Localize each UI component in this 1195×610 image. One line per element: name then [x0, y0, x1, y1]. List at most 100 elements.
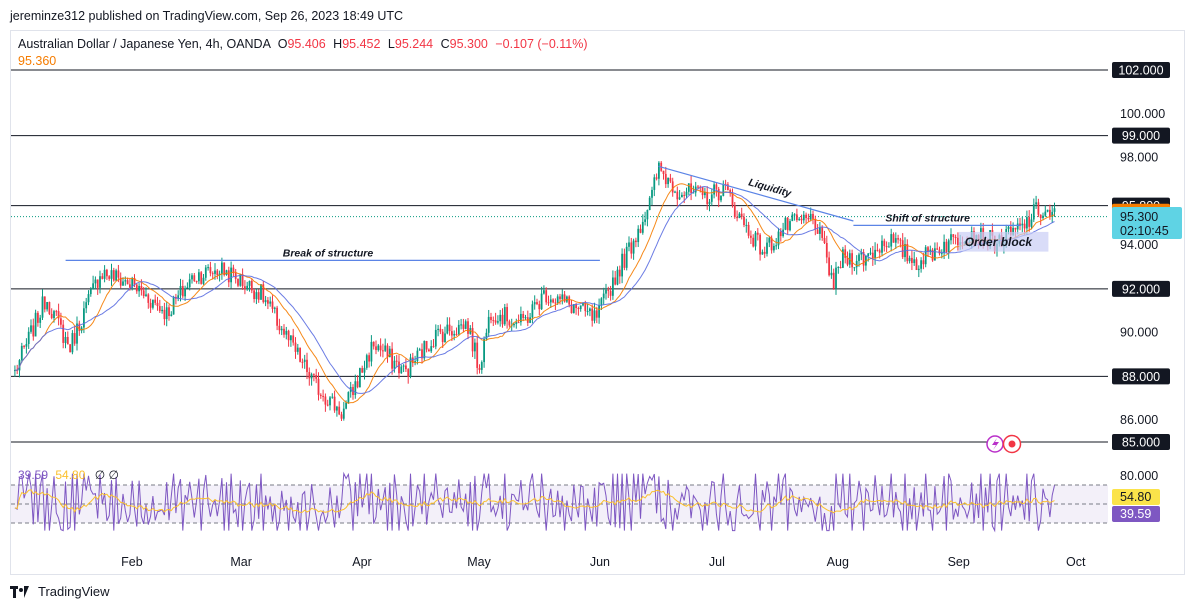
candle-body — [329, 397, 331, 406]
candle-body — [462, 324, 465, 329]
candle — [761, 249, 764, 255]
candle-body — [384, 345, 387, 351]
candle — [791, 212, 794, 222]
close-label: C — [440, 37, 450, 51]
candle-body — [428, 349, 430, 352]
candle — [915, 257, 918, 271]
candle-body — [395, 360, 398, 362]
candle — [85, 297, 88, 314]
candle-body — [943, 241, 945, 254]
candle — [476, 335, 479, 375]
candle — [430, 340, 433, 354]
candle-body — [177, 295, 180, 299]
candles — [14, 161, 1056, 422]
candle — [457, 320, 460, 336]
candle — [25, 338, 28, 354]
candle — [524, 314, 527, 321]
candle — [917, 265, 920, 278]
candle-body — [858, 254, 860, 261]
candle — [812, 210, 814, 225]
candle-body — [400, 366, 403, 374]
candle-body — [319, 394, 322, 396]
candle-body — [671, 181, 674, 193]
candle — [777, 227, 780, 250]
candle-body — [441, 331, 444, 343]
candle-body — [830, 272, 833, 276]
candle-body — [832, 272, 835, 289]
candle-body — [131, 277, 134, 288]
candle — [294, 337, 297, 359]
candle — [747, 221, 750, 239]
candle-body — [759, 234, 761, 255]
candle-body — [547, 302, 550, 304]
ma-fast-line — [14, 183, 1055, 404]
candle — [577, 306, 580, 316]
candle-body — [777, 231, 780, 246]
candle — [957, 232, 959, 251]
candle — [572, 304, 575, 314]
candle-body — [674, 191, 676, 193]
candle — [106, 268, 108, 280]
candle-body — [1007, 226, 1010, 230]
candle — [938, 246, 941, 256]
candle-body — [814, 218, 817, 230]
candle — [280, 326, 283, 336]
candle-body — [347, 392, 350, 403]
candle — [722, 180, 725, 197]
candle-body — [524, 317, 527, 319]
candle-body — [800, 218, 803, 221]
candle-body — [287, 330, 290, 341]
candle — [301, 358, 304, 369]
y-tick-label: 100.000 — [1120, 107, 1165, 121]
candle — [805, 212, 807, 224]
candle — [526, 310, 529, 327]
candle-body — [750, 235, 752, 238]
level-badge-text: 88.000 — [1122, 370, 1160, 384]
candle — [499, 309, 502, 327]
candle-body — [1028, 217, 1031, 227]
candle-body — [894, 238, 897, 243]
candle-body — [1009, 226, 1012, 235]
candle-body — [563, 294, 566, 302]
candle-body — [129, 284, 131, 288]
candle-body — [687, 183, 690, 192]
candle-body — [724, 183, 727, 185]
footer-brand[interactable]: TradingView — [10, 584, 110, 599]
candle — [628, 236, 630, 252]
candle-body — [957, 237, 959, 246]
candle-body — [333, 396, 336, 411]
level-badge: 88.000 — [1112, 368, 1170, 385]
candle — [865, 255, 867, 271]
candle-body — [784, 217, 787, 230]
candle — [575, 303, 577, 315]
rsi-value: 39.59 — [18, 468, 49, 482]
candle-body — [48, 302, 51, 314]
level-badge: 102.000 — [1112, 62, 1170, 78]
candle — [101, 273, 104, 280]
candle — [354, 374, 357, 399]
candle — [685, 187, 688, 199]
candle — [57, 303, 60, 326]
candle-body — [559, 296, 561, 300]
candle-body — [862, 252, 865, 266]
candle — [506, 303, 508, 329]
candle — [793, 213, 796, 221]
alert-icons[interactable] — [986, 434, 1022, 454]
candle — [676, 186, 679, 207]
candle-body — [46, 302, 48, 310]
candle-body — [651, 189, 653, 198]
candle — [170, 311, 173, 317]
candle-body — [694, 186, 697, 193]
candle-body — [595, 310, 598, 318]
candle-body — [883, 240, 886, 247]
last-price-text: 95.300 — [1120, 210, 1158, 224]
candle — [816, 224, 819, 234]
candle — [425, 340, 428, 353]
candle-body — [727, 184, 729, 191]
candle-body — [140, 285, 143, 291]
x-tick-label: Jun — [590, 555, 610, 569]
candle — [55, 309, 58, 316]
candle — [950, 228, 952, 245]
candle-body — [43, 296, 46, 310]
